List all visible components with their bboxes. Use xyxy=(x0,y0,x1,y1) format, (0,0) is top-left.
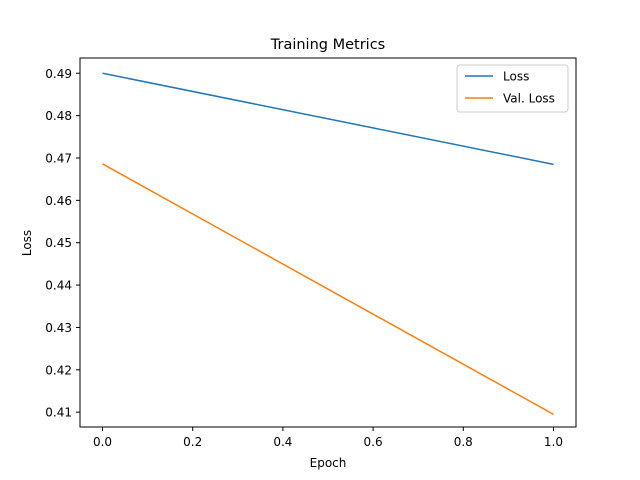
y-axis-label: Loss xyxy=(20,230,34,256)
chart-title: Training Metrics xyxy=(270,37,385,53)
x-tick-label: 0.4 xyxy=(273,435,292,449)
plot-area xyxy=(80,58,576,427)
y-tick-label: 0.42 xyxy=(45,363,72,377)
series-lines xyxy=(102,72,554,415)
x-tick-label: 1.0 xyxy=(544,435,563,449)
y-tick-label: 0.46 xyxy=(45,194,72,208)
series-line-loss xyxy=(102,72,554,166)
series-line-val-loss xyxy=(102,163,554,415)
legend: Loss Val. Loss xyxy=(456,64,569,113)
x-tick-label: 0.8 xyxy=(454,435,473,449)
y-tick-label: 0.44 xyxy=(45,279,72,293)
x-tick-label: 0.2 xyxy=(183,435,202,449)
x-axis: 0.0 0.2 0.4 0.6 0.8 1.0 xyxy=(93,427,563,449)
plot-frame xyxy=(79,57,577,428)
y-tick-label: 0.47 xyxy=(45,151,72,165)
legend-label: Val. Loss xyxy=(503,92,555,106)
legend-label: Loss xyxy=(503,70,529,84)
y-tick-label: 0.48 xyxy=(45,109,72,123)
x-tick-label: 0.0 xyxy=(93,435,112,449)
y-tick-label: 0.45 xyxy=(45,236,72,250)
y-tick-label: 0.41 xyxy=(45,406,72,420)
y-axis: 0.41 0.42 0.43 0.44 0.45 0.46 0.47 0.48 0.49 xyxy=(45,67,80,420)
x-axis-label: Epoch xyxy=(310,456,347,470)
y-tick-label: 0.49 xyxy=(45,67,72,81)
x-tick-label: 0.6 xyxy=(364,435,383,449)
y-tick-label: 0.43 xyxy=(45,321,72,335)
